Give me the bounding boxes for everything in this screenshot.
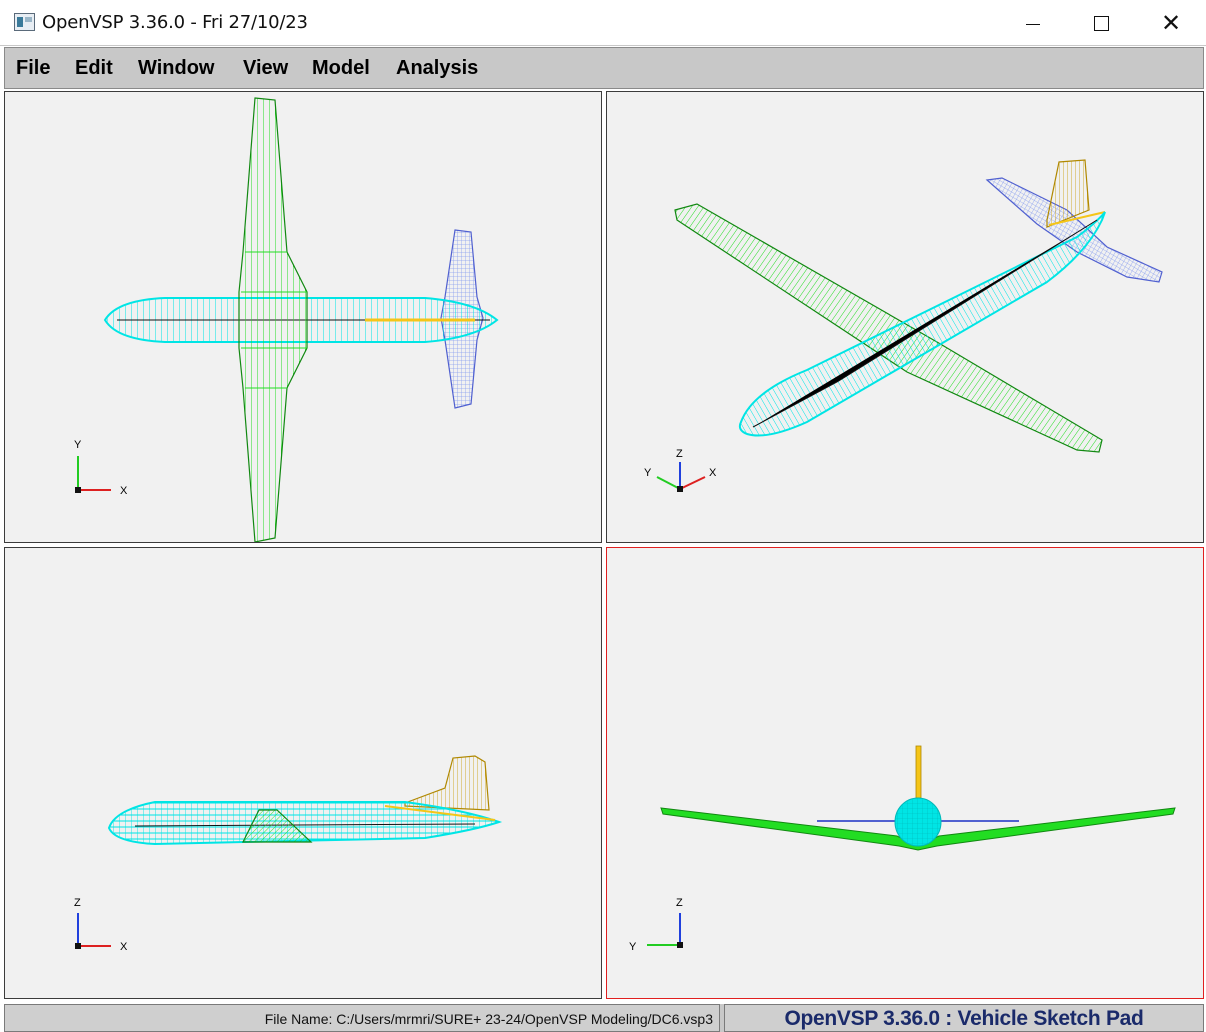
vertical-tail [1046, 159, 1106, 228]
side-view-model: Z X [74, 755, 503, 953]
front-view-model: Z Y [629, 745, 1176, 953]
axis-label-x: X [120, 485, 128, 497]
menu-model[interactable]: Model [312, 57, 370, 79]
wing [242, 809, 313, 843]
menu-bar: File Edit Window View Model Analysis [4, 47, 1204, 89]
status-bar: File Name: C:/Users/mrmri/SURE+ 23-24/Op… [4, 1004, 1204, 1032]
app-icon [14, 13, 35, 31]
horizontal-tail [985, 177, 1163, 283]
viewport-iso-view[interactable]: Z Y X [606, 91, 1204, 543]
file-name-text: File Name: C:/Users/mrmri/SURE+ 23-24/Op… [264, 1011, 713, 1027]
axis-label-y: Y [629, 941, 637, 953]
axis-label-z: Z [676, 897, 683, 909]
minimize-button[interactable] [999, 0, 1067, 46]
vertical-tail [915, 745, 922, 799]
iso-view-model: Z Y X [644, 159, 1163, 492]
axis-label-z: Z [676, 448, 683, 460]
menu-analysis[interactable]: Analysis [396, 57, 479, 79]
brand-panel: OpenVSP 3.36.0 : Vehicle Sketch Pad [724, 1004, 1204, 1032]
viewport-side-view[interactable]: Z X [4, 547, 602, 999]
axis-label-y: Y [74, 439, 82, 451]
wing [674, 203, 1103, 453]
maximize-icon [1093, 15, 1109, 31]
axis-label-z: Z [74, 897, 81, 909]
fuselage [738, 211, 1106, 437]
axis-label-x: X [709, 467, 717, 479]
close-button[interactable]: ✕ [1137, 0, 1205, 46]
viewport-top-view[interactable]: Y X [4, 91, 602, 543]
axis-triad: Y X [74, 439, 128, 497]
close-icon: ✕ [1160, 9, 1182, 37]
viewport-front-view[interactable]: Z Y [606, 547, 1204, 999]
maximize-button[interactable] [1067, 0, 1135, 46]
vertical-tail [404, 755, 490, 811]
wing [238, 97, 308, 542]
fuselage [894, 797, 942, 847]
menu-view[interactable]: View [243, 57, 289, 79]
menu-file[interactable]: File [16, 57, 51, 79]
title-bar: OpenVSP 3.36.0 - Fri 27/10/23 ✕ [0, 0, 1206, 46]
axis-triad: Z X [74, 897, 128, 953]
axis-triad: Z Y [629, 897, 683, 953]
axis-label-y: Y [644, 467, 652, 479]
axis-triad: Z Y X [644, 448, 717, 492]
menu-edit[interactable]: Edit [75, 57, 113, 79]
brand-text: OpenVSP 3.36.0 : Vehicle Sketch Pad [784, 1007, 1144, 1030]
minimize-icon [1026, 23, 1040, 25]
window-title: OpenVSP 3.36.0 - Fri 27/10/23 [42, 12, 308, 33]
axis-label-x: X [120, 941, 128, 953]
menu-window[interactable]: Window [138, 57, 215, 79]
fuselage [107, 801, 503, 846]
top-view-model: Y X [74, 97, 499, 542]
file-name-panel: File Name: C:/Users/mrmri/SURE+ 23-24/Op… [4, 1004, 720, 1032]
